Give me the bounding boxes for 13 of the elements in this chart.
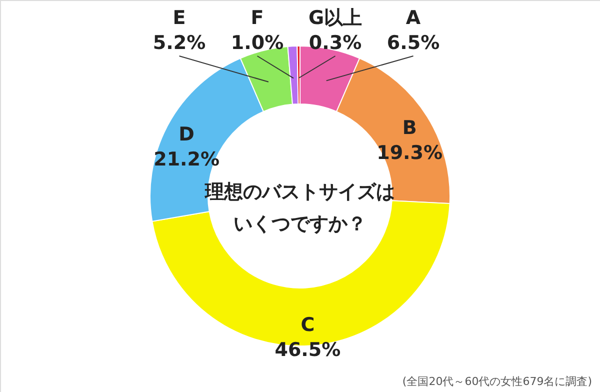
data-label: 1.0%: [230, 32, 284, 54]
slice-label: C: [300, 314, 315, 336]
slice-label: F: [250, 7, 264, 29]
slice-label: G以上: [308, 7, 362, 29]
data-label: 46.5%: [274, 338, 341, 361]
slice-label: D: [178, 124, 194, 146]
text: (全国20代～60代の女性679名に調査): [402, 375, 592, 388]
data-label: 5.2%: [152, 32, 206, 54]
slice-label: A: [406, 7, 421, 29]
slice-label: E: [172, 7, 186, 29]
data-label: 0.3%: [308, 32, 362, 54]
slice-label: B: [402, 116, 417, 139]
data-label: 6.5%: [386, 32, 440, 54]
